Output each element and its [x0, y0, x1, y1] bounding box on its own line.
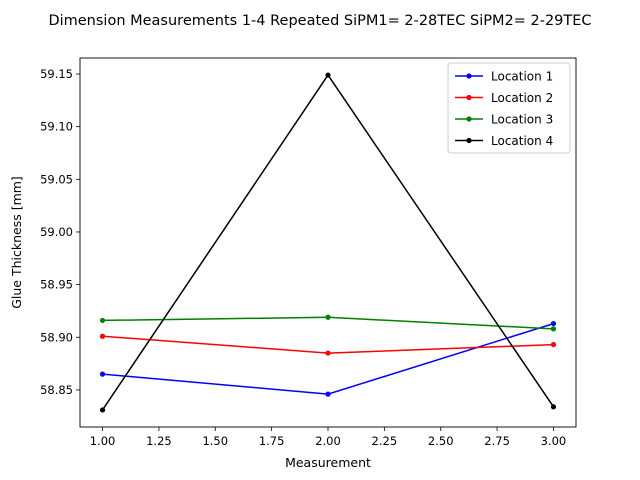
x-tick-label: 1.75: [259, 434, 285, 448]
data-point-location-4: [99, 407, 106, 413]
legend-frame: [447, 62, 571, 154]
x-tick-label: 2.25: [372, 434, 398, 448]
y-tick-label: 59.00: [40, 225, 73, 239]
y-tick-label: 59.15: [40, 67, 73, 81]
data-point-location-2: [99, 333, 106, 339]
legend-label: Location 2: [491, 91, 553, 105]
legend-label: Location 4: [491, 134, 553, 148]
y-axis-label: Glue Thickness [mm]: [9, 176, 24, 309]
x-tick-label: 1.00: [90, 434, 116, 448]
legend-marker: [466, 137, 472, 144]
data-point-location-4: [325, 72, 331, 78]
plot-points: [99, 72, 557, 413]
data-point-location-1: [325, 391, 331, 397]
x-tick-label: 3.00: [541, 434, 567, 448]
data-point-location-2: [550, 342, 557, 348]
legend-marker: [466, 116, 472, 122]
data-point-location-3: [550, 326, 557, 332]
y-tick-label: 58.85: [40, 383, 73, 397]
legend-marker: [466, 94, 472, 101]
series-line-location-1: [102, 322, 554, 395]
x-tick-label: 2.00: [315, 434, 341, 448]
y-tick-label: 58.95: [40, 278, 73, 292]
y-tick-label: 59.10: [40, 120, 73, 134]
legend-marker: [466, 73, 472, 79]
y-tick-label: 58.90: [40, 330, 73, 344]
x-ticks: 1.00 1.25 1.50 1.75 2.00 2.25 2.50 2.75 3.00: [90, 427, 567, 448]
x-tick-label: 2.75: [484, 434, 510, 448]
legend-label: Location 3: [491, 113, 553, 127]
x-tick-label: 1.25: [146, 434, 172, 448]
x-axis-label: Measurement: [285, 455, 371, 470]
y-tick-label: 59.05: [40, 172, 73, 186]
data-point-location-1: [550, 320, 557, 327]
x-tick-label: 2.50: [428, 434, 454, 448]
y-ticks: 58.85 58.90 58.95 59.00 59.05 59.10 59.15: [40, 67, 80, 397]
data-point-location-1: [99, 371, 106, 377]
data-point-location-4: [550, 404, 557, 410]
legend: Location 1 Location 2 Location 3 Location 4: [447, 62, 571, 154]
chart-title: Dimension Measurements 1-4 Repeated SiPM…: [48, 13, 591, 29]
data-point-location-3: [325, 314, 331, 320]
data-point-location-2: [325, 350, 331, 356]
data-point-location-3: [99, 317, 106, 324]
legend-label: Location 1: [491, 70, 553, 84]
x-tick-label: 1.50: [202, 434, 228, 448]
